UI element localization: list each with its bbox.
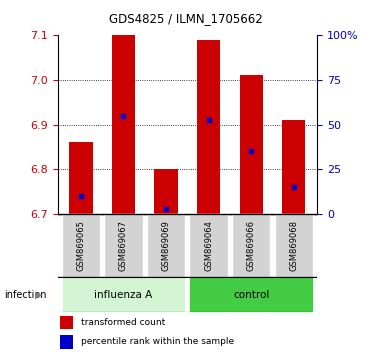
Text: GSM869066: GSM869066 [247, 220, 256, 271]
Text: ▶: ▶ [35, 290, 43, 300]
Text: GSM869069: GSM869069 [161, 220, 171, 271]
Text: GSM869065: GSM869065 [76, 220, 85, 271]
Text: GSM869067: GSM869067 [119, 220, 128, 271]
Bar [190, 277, 313, 312]
Text: control: control [233, 290, 269, 300]
Text: transformed count: transformed count [81, 318, 165, 327]
Text: GSM869064: GSM869064 [204, 220, 213, 271]
Text: GDS4825 / ILMN_1705662: GDS4825 / ILMN_1705662 [109, 12, 262, 25]
Bar [62, 277, 185, 312]
Text: percentile rank within the sample: percentile rank within the sample [81, 337, 234, 346]
Bar [282, 120, 305, 213]
Bar [275, 213, 313, 277]
Bar [62, 213, 100, 277]
Bar [60, 335, 73, 349]
Text: infection: infection [4, 290, 46, 300]
Text: GSM869068: GSM869068 [289, 220, 298, 271]
Bar [232, 213, 270, 277]
Bar [197, 40, 220, 213]
Bar [112, 35, 135, 213]
Bar [240, 75, 263, 213]
Bar [190, 213, 228, 277]
Bar [147, 213, 185, 277]
Bar [104, 213, 143, 277]
Bar [154, 169, 178, 213]
Bar [60, 316, 73, 330]
Text: influenza A: influenza A [94, 290, 152, 300]
Bar [69, 142, 93, 213]
